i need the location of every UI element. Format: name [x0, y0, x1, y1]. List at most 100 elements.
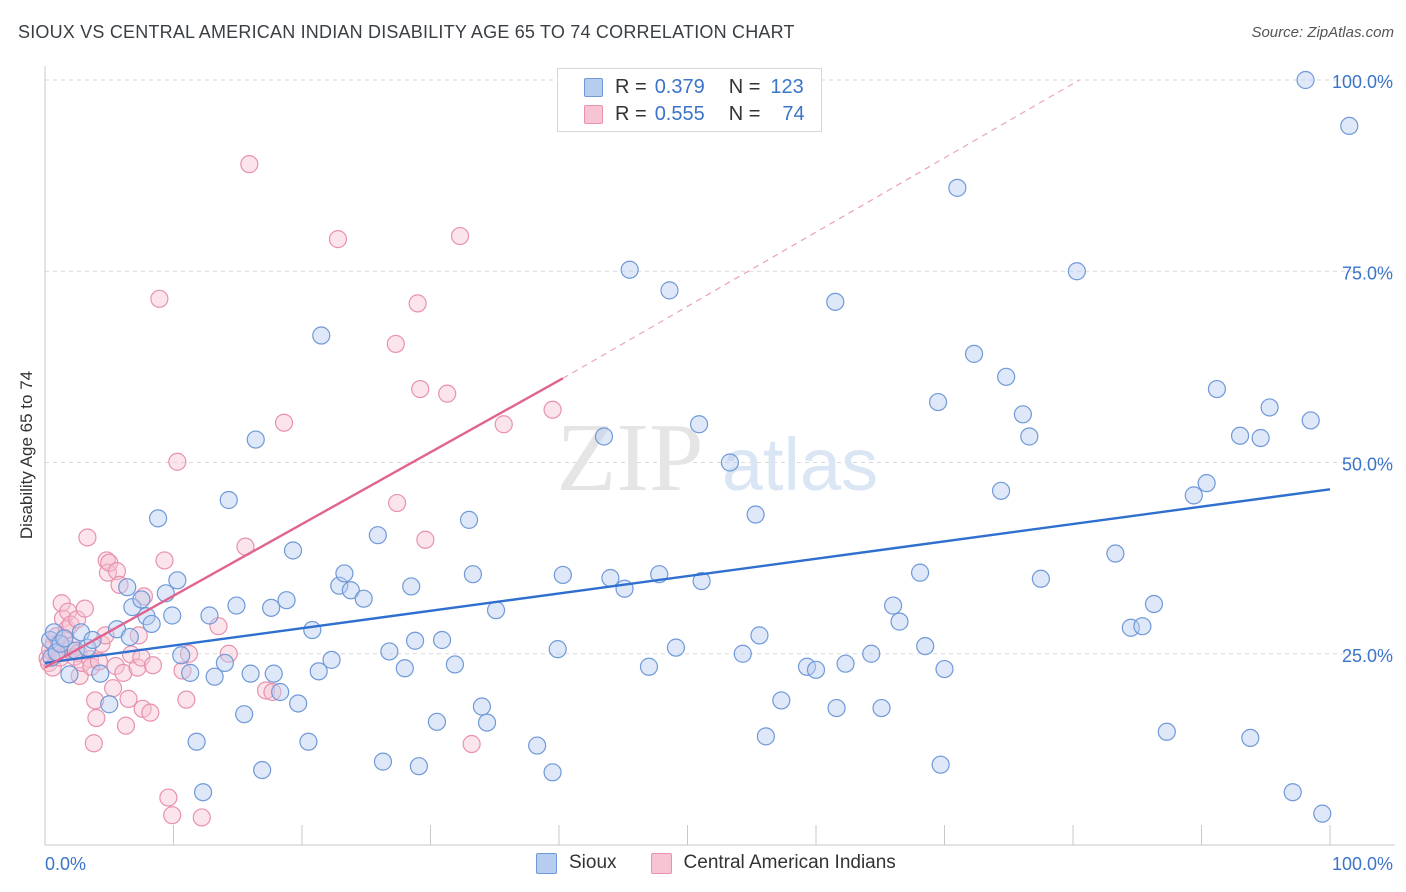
data-point — [450, 226, 470, 246]
data-point — [1031, 569, 1050, 588]
data-point — [55, 629, 74, 648]
data-point — [827, 698, 846, 718]
data-point — [128, 658, 147, 677]
data-point — [750, 626, 769, 645]
data-point — [200, 606, 219, 625]
data-point — [205, 667, 224, 686]
data-point — [720, 453, 740, 472]
data-point — [253, 760, 272, 780]
data-point — [416, 530, 435, 549]
data-point — [227, 596, 246, 615]
legend-swatch-central-american-indians — [650, 852, 672, 874]
data-point — [172, 646, 191, 665]
data-point — [78, 528, 97, 547]
data-point — [143, 656, 163, 675]
chart-title: SIOUX VS CENTRAL AMERICAN INDIAN DISABIL… — [18, 22, 795, 42]
data-point — [303, 620, 322, 640]
data-point — [335, 564, 354, 583]
data-point — [639, 657, 659, 676]
axes — [44, 66, 1395, 846]
legend-swatch-pink — [584, 104, 603, 124]
data-point — [155, 551, 174, 570]
y-tick-label: 100.0% — [1332, 72, 1393, 92]
data-point — [134, 587, 154, 606]
data-point — [836, 654, 855, 673]
legend-label-central-american-indians: Central American Indians — [683, 852, 896, 873]
y-axis-label: Disability Age 65 to 74 — [17, 370, 36, 540]
data-point — [312, 326, 331, 345]
data-point — [179, 644, 199, 663]
data-point — [692, 571, 711, 591]
trend-lines — [44, 79, 1331, 669]
data-point — [116, 716, 136, 735]
y-tick-label: 25.0% — [1342, 646, 1393, 666]
data-point — [459, 510, 479, 529]
watermark-zip: ZIP — [557, 404, 704, 512]
data-point — [935, 659, 954, 679]
data-point — [44, 623, 64, 642]
data-point — [168, 571, 187, 590]
data-point — [163, 806, 182, 825]
data-point — [215, 653, 234, 673]
watermark: ZIP atlas — [557, 404, 879, 512]
data-point — [594, 427, 614, 446]
data-point — [120, 627, 139, 647]
data-point — [373, 752, 393, 771]
data-point — [387, 493, 407, 513]
data-point — [931, 755, 950, 774]
legend-n-label: N = — [728, 102, 761, 125]
data-point — [438, 384, 457, 403]
data-point — [997, 367, 1016, 386]
data-point — [666, 638, 686, 657]
data-point — [1301, 411, 1320, 430]
data-point — [826, 292, 845, 311]
data-point — [177, 690, 196, 709]
data-point — [756, 727, 775, 746]
data-point — [386, 334, 405, 354]
data-point — [477, 713, 497, 732]
data-point — [118, 578, 137, 597]
source-credit: Source: ZipAtlas.com — [1251, 24, 1394, 41]
data-point — [187, 732, 206, 751]
data-point — [463, 565, 483, 584]
data-point — [114, 663, 133, 682]
data-point — [240, 155, 259, 174]
legend-r-label: R = — [615, 75, 647, 98]
data-point — [1296, 70, 1315, 90]
y-tick-label: 75.0% — [1342, 263, 1393, 283]
data-point — [543, 763, 562, 782]
data-point — [129, 626, 148, 645]
trend-line-central-american-indians — [44, 377, 564, 669]
data-point — [872, 698, 891, 718]
data-point — [341, 581, 360, 600]
data-point — [486, 601, 506, 620]
data-point — [142, 614, 161, 634]
data-point — [192, 808, 211, 827]
data-point — [264, 664, 283, 683]
data-point — [772, 691, 791, 710]
legend-n-label: N = — [728, 75, 761, 98]
legend-r-value: 0.379 — [654, 75, 705, 98]
data-point — [87, 708, 106, 728]
data-point — [806, 660, 826, 679]
data-point — [219, 490, 238, 510]
data-point — [368, 526, 387, 545]
data-point — [964, 344, 984, 363]
legend-n-value: 123 — [770, 75, 804, 98]
data-point — [620, 260, 639, 279]
x-tick-label: 100.0% — [1332, 854, 1393, 874]
data-point — [1067, 262, 1086, 281]
data-point — [289, 694, 308, 713]
data-point — [104, 679, 123, 698]
data-point — [1340, 116, 1359, 136]
legend-swatch-sioux — [536, 852, 557, 874]
data-point — [328, 230, 348, 249]
series-legend: Sioux Central American Indians — [536, 852, 896, 874]
data-point — [309, 662, 328, 681]
data-point — [107, 562, 127, 581]
data-point — [689, 415, 709, 434]
tick-labels: 25.0% 50.0% 75.0% 100.0% 0.0% 100.0% — [45, 72, 1393, 874]
data-point — [1260, 398, 1279, 417]
data-point — [733, 644, 752, 663]
